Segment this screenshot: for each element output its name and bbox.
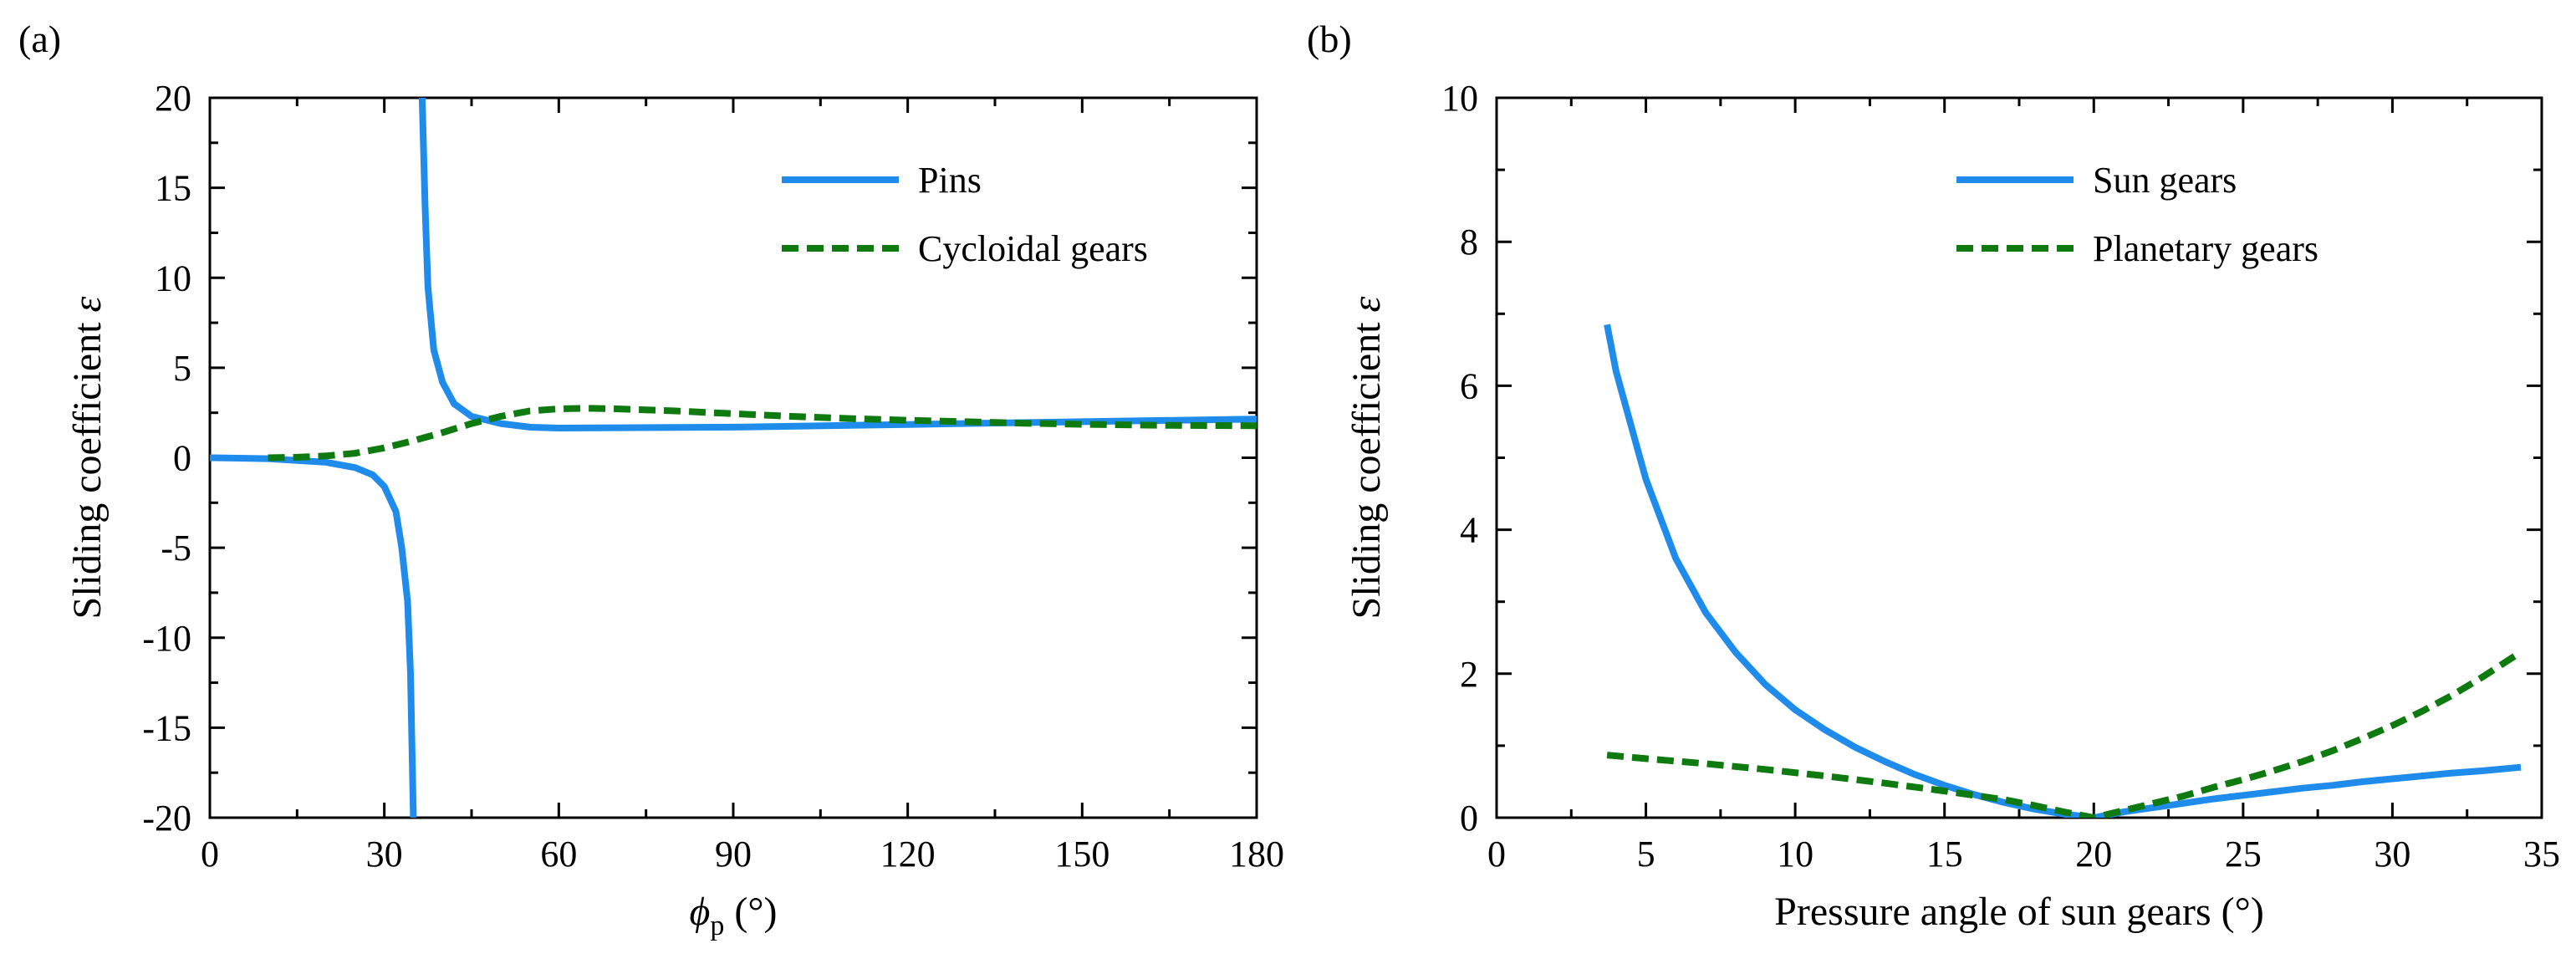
series-dashed-line	[1606, 649, 2523, 818]
y-tick-label: 0	[173, 438, 191, 479]
x-tick-label: 5	[1637, 834, 1655, 875]
x-tick-label: 10	[1777, 834, 1813, 875]
x-tick-label: 0	[1487, 834, 1506, 875]
y-tick-label: 10	[155, 258, 191, 298]
legend-label: Planetary gears	[2093, 228, 2318, 269]
y-axis-title: Sliding coefficient ε	[1344, 296, 1389, 619]
x-tick-label: 30	[2374, 834, 2410, 875]
x-axis-title-subscript: p	[710, 910, 724, 941]
legend-label: Sun gears	[2093, 160, 2237, 201]
y-tick-label: -15	[142, 707, 191, 748]
legend-label: Pins	[918, 160, 982, 201]
series-solid-line	[418, 98, 1257, 431]
y-tick-label: 15	[155, 168, 191, 209]
y-tick-label: 20	[155, 78, 191, 119]
x-tick-label: 0	[201, 834, 219, 875]
y-tick-label: -20	[142, 798, 191, 839]
plot-frame	[208, 96, 1258, 819]
plot-frame	[1495, 96, 2543, 819]
legend-label: Cycloidal gears	[918, 228, 1148, 269]
x-tick-label: 120	[880, 834, 936, 875]
panel-a: 0 30 60 90 120 150 180 -20 -15 -10 -5 0 5 10 15 20 Pins C…	[18, 18, 1284, 941]
y-tick-label: -5	[161, 528, 191, 569]
x-tick-label: 30	[366, 834, 403, 875]
x-tick-label: 90	[715, 834, 752, 875]
x-axis-title: Pressure angle of sun gears (°)	[1774, 890, 2264, 934]
y-tick-label: 4	[1460, 510, 1478, 551]
y-tick-label: 2	[1460, 654, 1478, 695]
panel-label: (b)	[1307, 18, 1352, 60]
y-axis-title-text: Sliding coefficient	[1344, 312, 1389, 619]
x-axis-title: ϕp (°)	[689, 890, 777, 941]
series-dashed-line	[268, 405, 1257, 462]
y-tick-label: -10	[142, 618, 191, 659]
y-tick-label: 5	[173, 348, 191, 389]
y-tick-label: 0	[1460, 798, 1478, 839]
x-tick-label: 15	[1926, 834, 1963, 875]
panel-label: (a)	[18, 18, 61, 60]
x-tick-label: 60	[540, 834, 577, 875]
x-tick-label: 150	[1054, 834, 1109, 875]
panel-b: 0 5 10 15 20 25 30 35 0 2 4 6 8 10 Sun gears Planetary …	[1307, 18, 2560, 934]
y-axis-title-symbol: ε	[65, 296, 110, 312]
y-axis-title-text: Sliding coefficient	[65, 312, 110, 619]
y-tick-label: 8	[1460, 222, 1478, 263]
x-tick-label: 35	[2523, 834, 2560, 875]
y-axis-title: Sliding coefficient ε	[65, 296, 110, 619]
y-tick-label: 6	[1460, 365, 1478, 406]
x-axis-title-text: Pressure angle of sun gears (°)	[1774, 890, 2264, 934]
x-tick-label: 20	[2075, 834, 2112, 875]
series-solid-line	[1604, 324, 2522, 818]
y-axis-title-symbol: ε	[1344, 296, 1389, 312]
series-solid-line	[210, 454, 417, 818]
x-axis-title-symbol: ϕ	[689, 890, 710, 934]
x-tick-label: 180	[1229, 834, 1284, 875]
x-tick-label: 25	[2225, 834, 2262, 875]
x-axis-title-unit: (°)	[724, 890, 777, 934]
y-tick-label: 10	[1441, 78, 1478, 119]
